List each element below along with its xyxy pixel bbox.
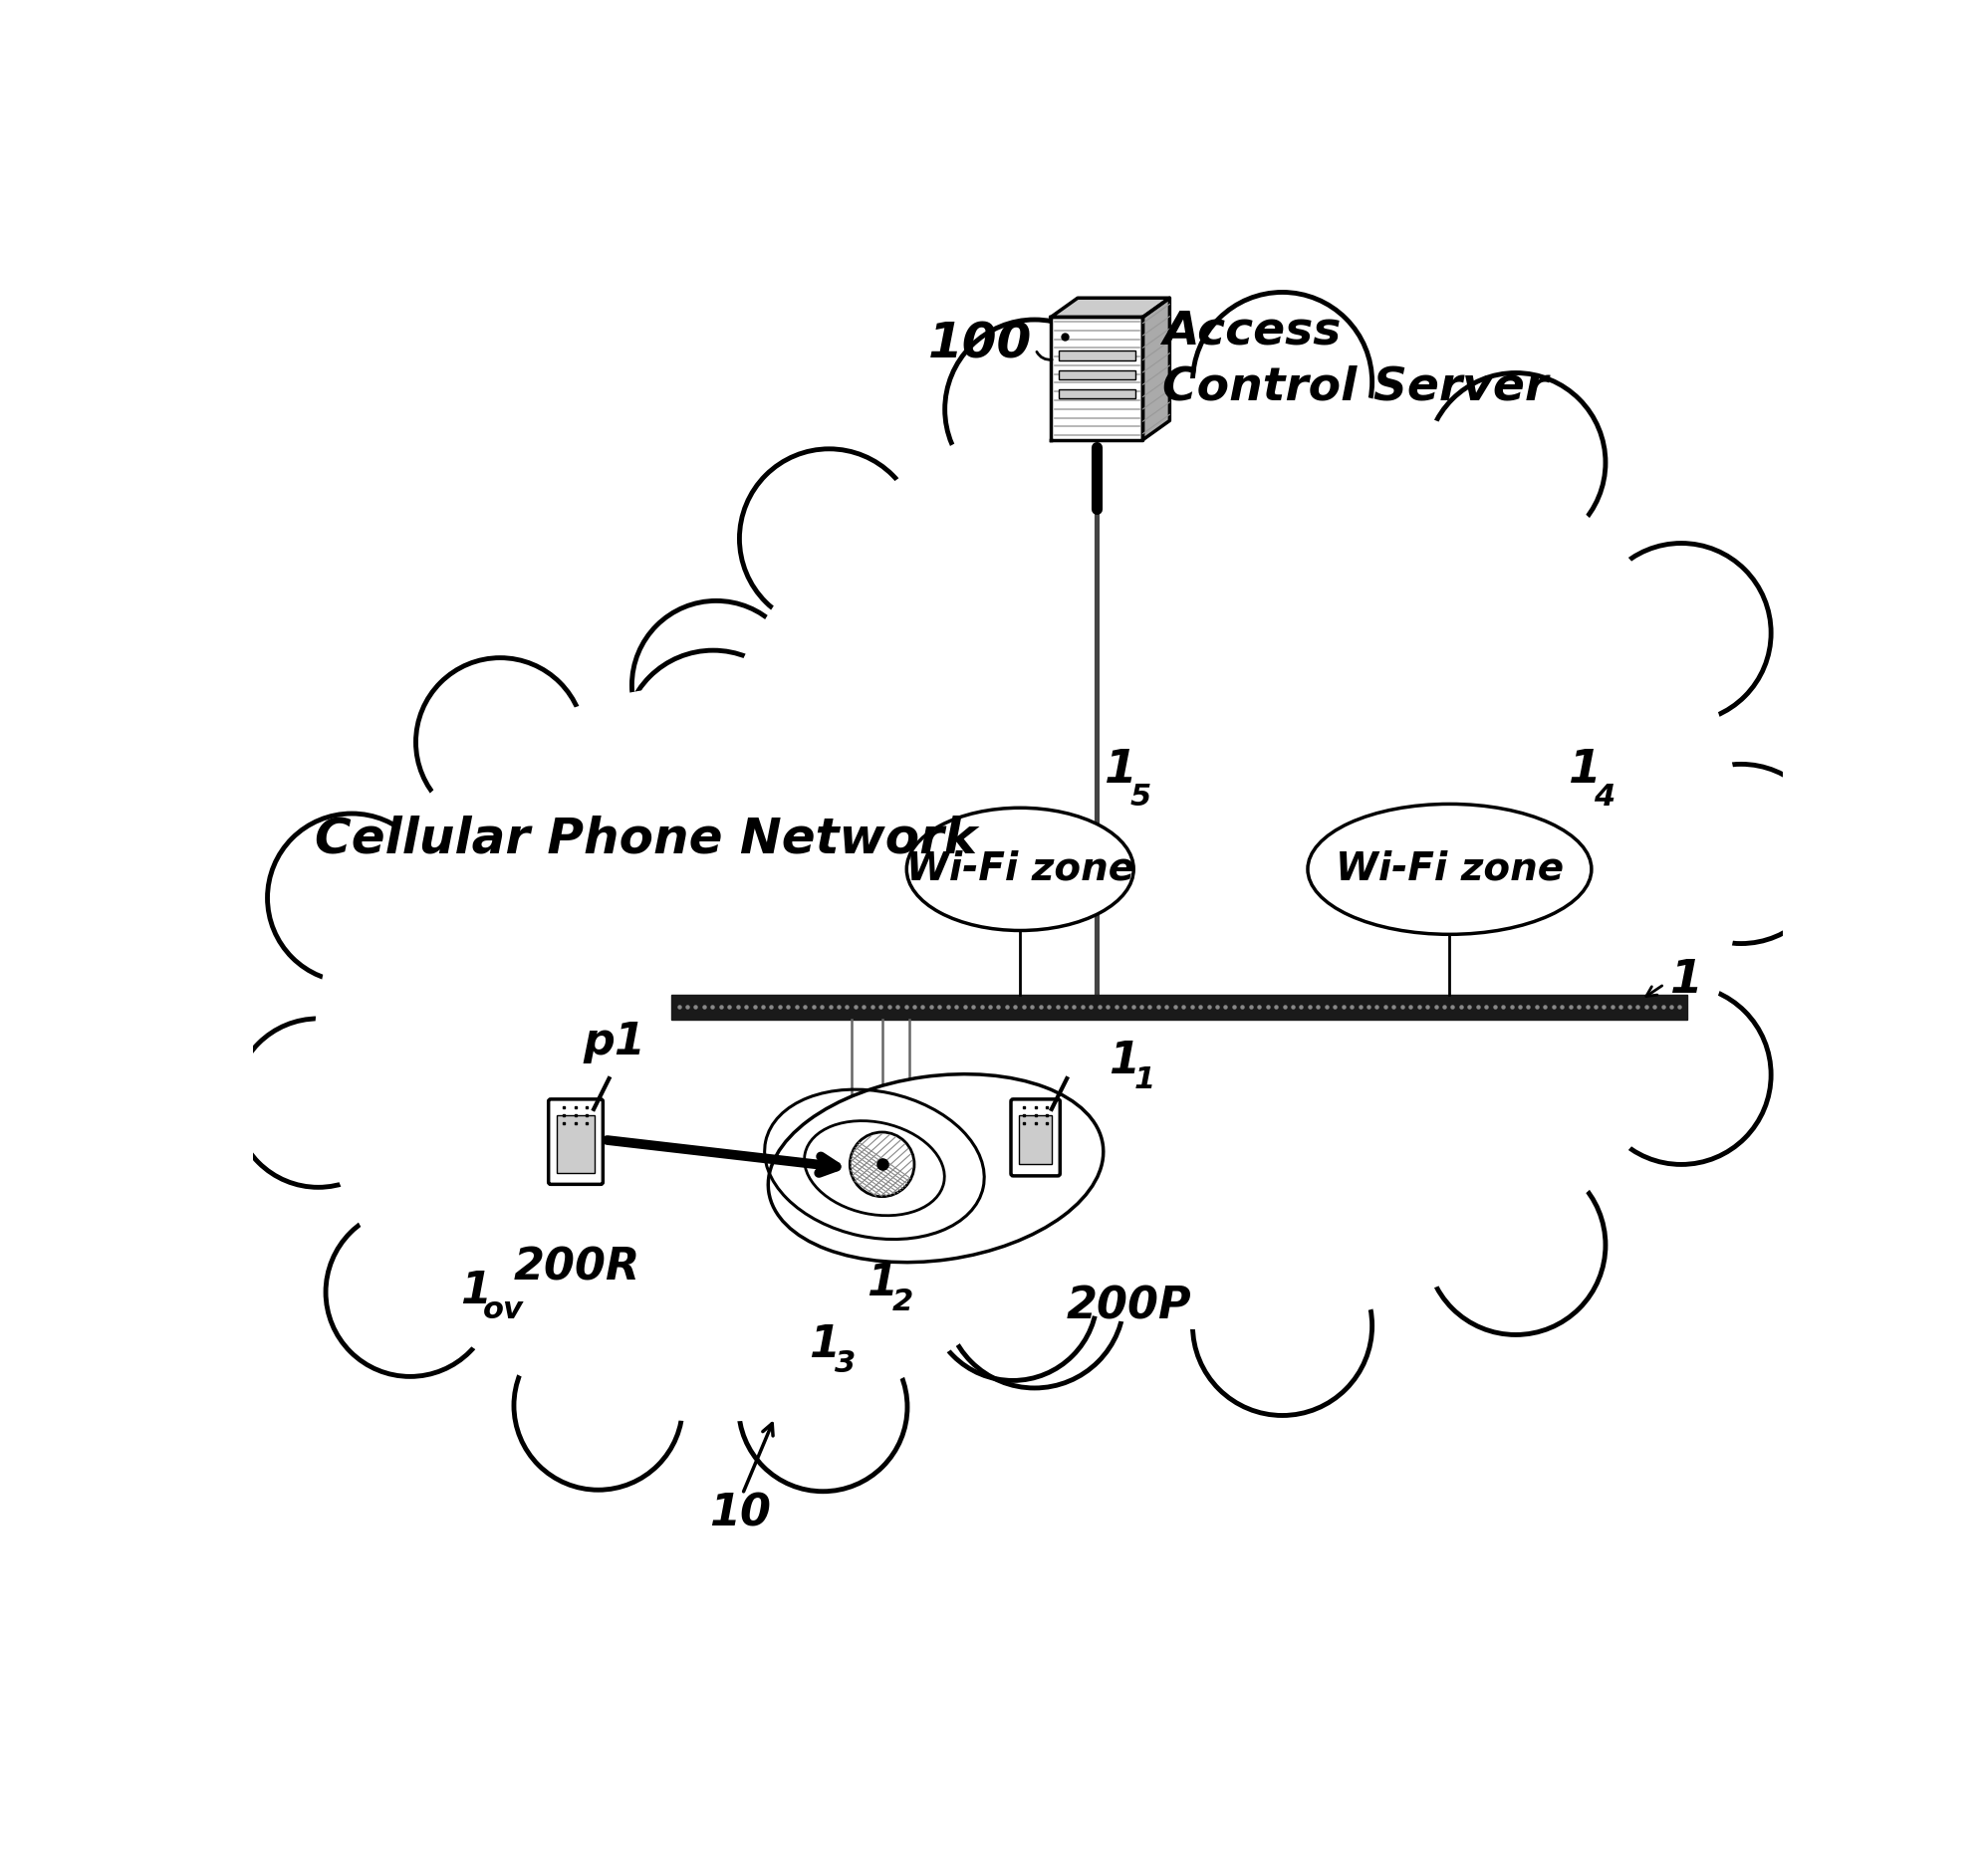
Ellipse shape: [1307, 805, 1591, 934]
Circle shape: [632, 600, 800, 769]
Circle shape: [234, 1019, 403, 1188]
Text: Wi-Fi zone: Wi-Fi zone: [906, 850, 1134, 887]
Polygon shape: [230, 600, 1196, 1506]
Circle shape: [739, 1323, 908, 1491]
Text: 5: 5: [1130, 782, 1152, 812]
Circle shape: [326, 1208, 495, 1377]
Circle shape: [739, 1079, 920, 1259]
Circle shape: [1023, 1024, 1192, 1193]
Circle shape: [1194, 1236, 1372, 1416]
Polygon shape: [314, 685, 1112, 1422]
Circle shape: [945, 1208, 1124, 1388]
Circle shape: [415, 658, 584, 827]
Text: Cellular Phone Network: Cellular Phone Network: [314, 814, 977, 863]
Circle shape: [945, 319, 1124, 499]
Text: p1: p1: [584, 1021, 645, 1064]
Ellipse shape: [769, 1075, 1104, 1263]
Text: 1: 1: [1104, 749, 1138, 792]
Circle shape: [624, 651, 802, 829]
Bar: [1059, 351, 1136, 360]
Circle shape: [514, 1321, 683, 1490]
Circle shape: [268, 814, 437, 983]
Text: 10: 10: [709, 1491, 771, 1535]
Ellipse shape: [908, 809, 1134, 930]
Circle shape: [739, 448, 920, 628]
Circle shape: [993, 818, 1162, 987]
Circle shape: [624, 878, 802, 1058]
Text: 1: 1: [1134, 1066, 1154, 1094]
Text: ov: ov: [483, 1296, 524, 1324]
Text: 3: 3: [834, 1349, 856, 1379]
FancyBboxPatch shape: [548, 1099, 604, 1184]
Bar: [671, 994, 1688, 1019]
Circle shape: [1650, 764, 1831, 944]
Text: Wi-Fi zone: Wi-Fi zone: [1335, 850, 1563, 887]
Text: 200R: 200R: [514, 1246, 641, 1289]
Text: 1: 1: [1108, 1039, 1140, 1082]
Text: 100: 100: [927, 321, 1031, 368]
Polygon shape: [697, 379, 1742, 1330]
Circle shape: [846, 660, 1015, 829]
Text: 1: 1: [866, 1263, 898, 1304]
Bar: [1019, 1116, 1051, 1165]
Circle shape: [1194, 293, 1372, 471]
Polygon shape: [608, 289, 1831, 1418]
Polygon shape: [1142, 298, 1170, 439]
Text: 1: 1: [1569, 749, 1601, 792]
Text: 1: 1: [808, 1323, 840, 1366]
Circle shape: [1426, 373, 1605, 552]
Bar: [556, 1116, 594, 1172]
Text: Access
Control Server: Access Control Server: [1162, 310, 1547, 409]
Text: 4: 4: [1595, 782, 1615, 812]
Bar: [1059, 388, 1136, 398]
Text: 2: 2: [892, 1289, 914, 1317]
Text: 1: 1: [1670, 959, 1704, 1004]
Circle shape: [1426, 1156, 1605, 1334]
Text: 200P: 200P: [1066, 1285, 1192, 1328]
Circle shape: [929, 1212, 1096, 1381]
Text: 1: 1: [461, 1270, 491, 1313]
Polygon shape: [1051, 298, 1170, 317]
Circle shape: [1591, 985, 1772, 1165]
Circle shape: [850, 1131, 914, 1197]
Polygon shape: [1051, 317, 1142, 439]
Bar: [1059, 370, 1136, 379]
FancyBboxPatch shape: [1011, 1099, 1061, 1176]
Circle shape: [1591, 544, 1772, 722]
